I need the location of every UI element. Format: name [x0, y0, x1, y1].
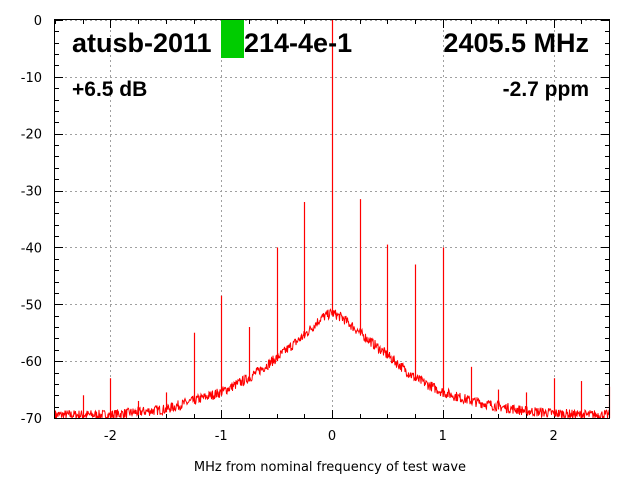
y-tick-label: -10 [21, 71, 42, 86]
axis-labels: -2 -1 0 1 20-10-20-30-40-50-60-70 [21, 14, 558, 444]
offset-label: -2.7 ppm [503, 78, 589, 101]
y-tick-label: 0 [34, 14, 42, 29]
y-tick-label: -40 [21, 241, 42, 256]
x-tick-label: 0 [328, 429, 336, 444]
x-axis-label: MHz from nominal frequency of test wave [194, 460, 466, 475]
device-label: atusb-2011 [72, 28, 212, 58]
plot-frame [54, 19, 610, 419]
x-tick-label: -1 [215, 429, 228, 444]
y-tick-label: -30 [21, 185, 42, 200]
y-tick-label: -70 [21, 412, 42, 427]
highlight-marker [221, 20, 244, 58]
gain-label: +6.5 dB [72, 78, 147, 101]
x-tick-label: 1 [439, 429, 447, 444]
plot-layer [54, 20, 611, 420]
frequency-label: 2405.5 MHz [443, 28, 589, 58]
y-tick-label: -50 [21, 298, 42, 313]
device-suffix-label: 214-4e-1 [244, 28, 352, 58]
y-tick-label: -60 [21, 355, 42, 370]
x-tick-label: -2 [104, 429, 117, 444]
y-tick-label: -20 [21, 128, 42, 143]
x-tick-label: 2 [549, 429, 557, 444]
